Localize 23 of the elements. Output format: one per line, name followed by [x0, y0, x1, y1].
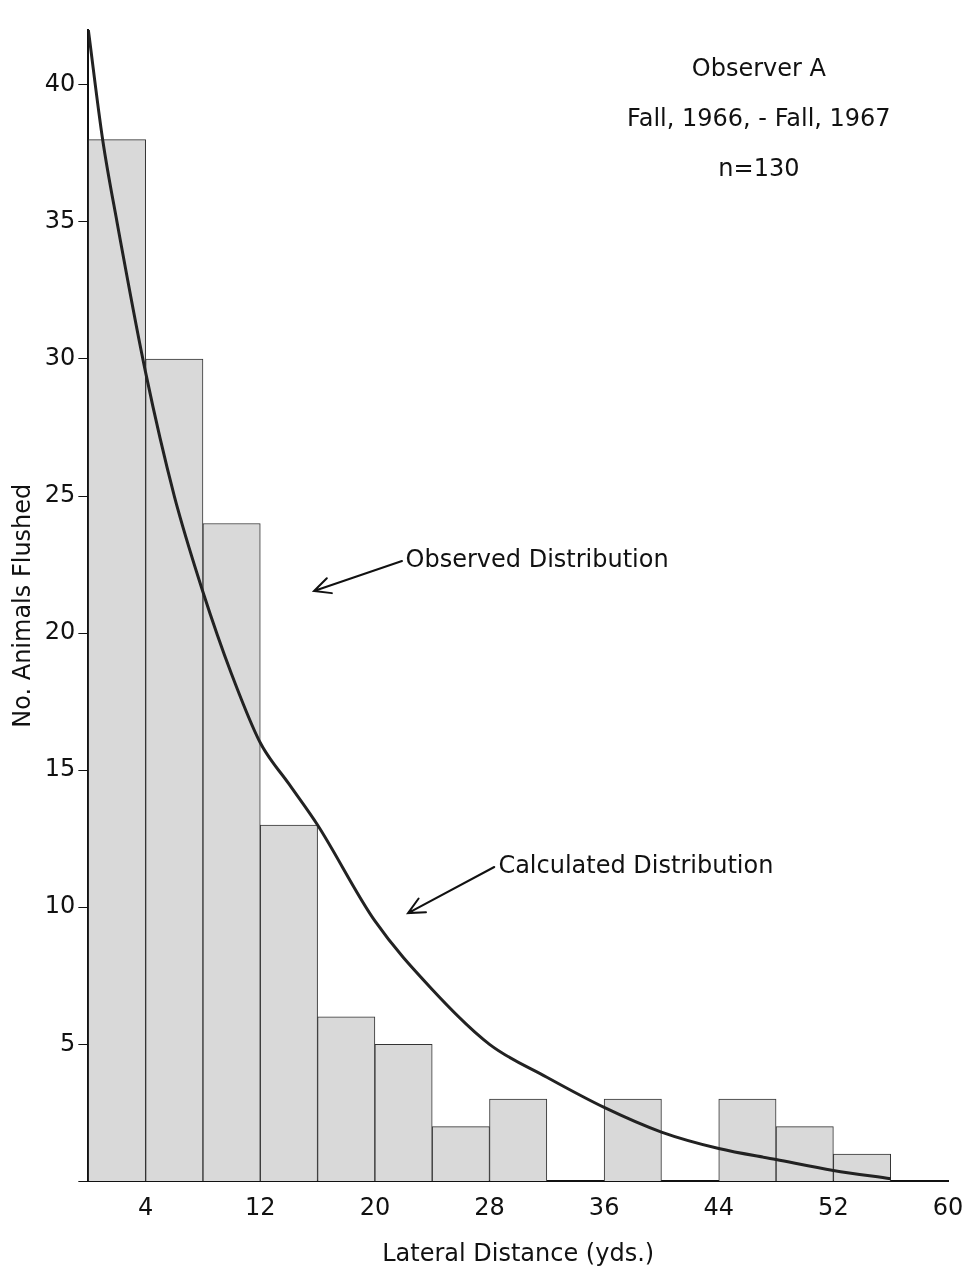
x-tick-label: 36 [588, 1193, 620, 1222]
y-tick-label: 20 [44, 617, 76, 646]
x-tick-label: 44 [703, 1193, 735, 1222]
y-tick-label: 15 [44, 754, 76, 783]
annotation: Fall, 1966, - Fall, 1967 [627, 104, 891, 133]
y-tick-label: 35 [44, 206, 76, 235]
y-tick-label: 10 [44, 891, 76, 920]
annotation: Observed Distribution [405, 545, 669, 574]
annotation: Observer A [691, 54, 827, 83]
y-tick-label: 25 [44, 480, 76, 509]
y-tick-label: 40 [44, 69, 76, 98]
x-tick-label: 20 [359, 1193, 391, 1222]
x-tick-label: 28 [474, 1193, 505, 1222]
x-tick-label: 60 [932, 1193, 964, 1222]
x-tick-label: 52 [818, 1193, 849, 1222]
annotation: n=130 [718, 154, 800, 183]
x-tick-label: 4 [138, 1193, 154, 1222]
x-tick-label: 12 [245, 1193, 276, 1222]
annotation: Calculated Distribution [498, 851, 774, 880]
y-axis-title: No. Animals Flushed [7, 483, 36, 728]
y-tick-label: 30 [44, 343, 76, 372]
x-axis-title: Lateral Distance (yds.) [382, 1238, 655, 1267]
y-tick-label: 5 [60, 1028, 76, 1057]
